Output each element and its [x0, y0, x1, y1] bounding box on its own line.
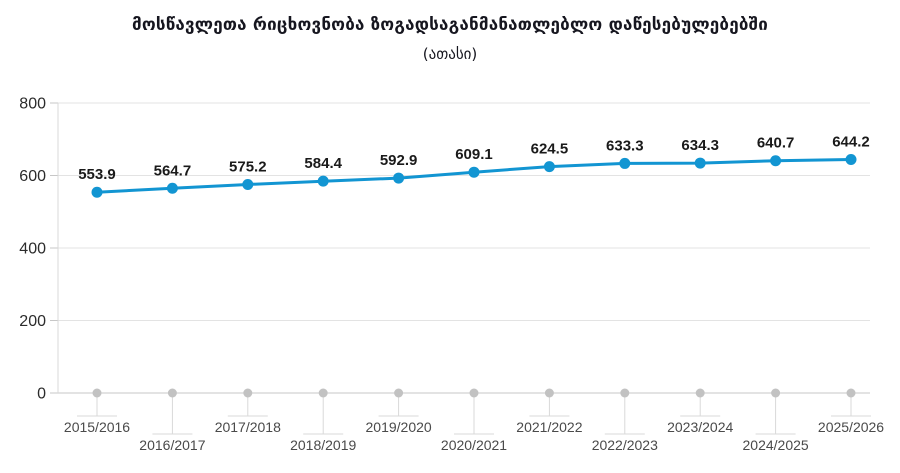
x-tick-dot	[620, 388, 630, 398]
x-axis-label: 2021/2022	[516, 419, 582, 435]
data-point	[91, 186, 103, 198]
x-axis-label: 2022/2023	[592, 437, 658, 453]
x-axis-label: 2019/2020	[366, 419, 432, 435]
data-label: 609.1	[455, 146, 493, 163]
data-label: 553.9	[78, 166, 116, 183]
y-axis-label: 400	[19, 241, 46, 258]
x-axis-label: 2018/2019	[290, 437, 356, 453]
x-axis-label: 2016/2017	[139, 437, 205, 453]
x-axis-label: 2023/2024	[667, 419, 733, 435]
x-axis-label: 2017/2018	[215, 419, 281, 435]
data-label: 640.7	[757, 135, 795, 152]
y-axis-label: 600	[19, 168, 46, 185]
x-tick-dot	[243, 388, 253, 398]
data-label: 592.9	[380, 152, 418, 169]
x-axis-label: 2025/2026	[818, 419, 884, 435]
x-tick-dot	[846, 388, 856, 398]
data-label: 584.4	[304, 155, 342, 172]
x-axis-label: 2020/2021	[441, 437, 507, 453]
x-tick-dot	[167, 388, 177, 398]
data-point	[543, 161, 555, 173]
data-point	[468, 166, 480, 178]
x-axis-label: 2024/2025	[743, 437, 809, 453]
x-tick-dot	[771, 388, 781, 398]
data-label: 564.7	[154, 162, 192, 179]
x-axis-label: 2015/2016	[64, 419, 130, 435]
data-point	[619, 157, 631, 169]
data-label: 634.3	[681, 137, 719, 154]
x-tick-dot	[544, 388, 554, 398]
data-point	[393, 172, 405, 184]
y-axis-label: 800	[19, 96, 46, 113]
data-point	[770, 155, 782, 167]
y-axis-label: 0	[37, 386, 46, 403]
data-label: 633.3	[606, 137, 644, 154]
data-point	[317, 175, 329, 187]
x-tick-dot	[469, 388, 479, 398]
data-point	[166, 182, 178, 194]
data-point	[694, 157, 706, 169]
chart-title: მოსწავლეთა რიცხოვნობა ზოგადსაგანმანათლებ…	[132, 15, 768, 35]
data-label: 644.2	[832, 133, 870, 150]
data-point	[242, 178, 254, 190]
y-axis-label: 200	[19, 313, 46, 330]
x-tick-dot	[92, 388, 102, 398]
chart-subtitle: (ათასი)	[422, 45, 478, 63]
data-label: 624.5	[531, 141, 569, 158]
x-tick-dot	[394, 388, 404, 398]
x-tick-dot	[318, 388, 328, 398]
data-point	[845, 153, 857, 165]
x-tick-dot	[695, 388, 705, 398]
data-label: 575.2	[229, 158, 267, 175]
